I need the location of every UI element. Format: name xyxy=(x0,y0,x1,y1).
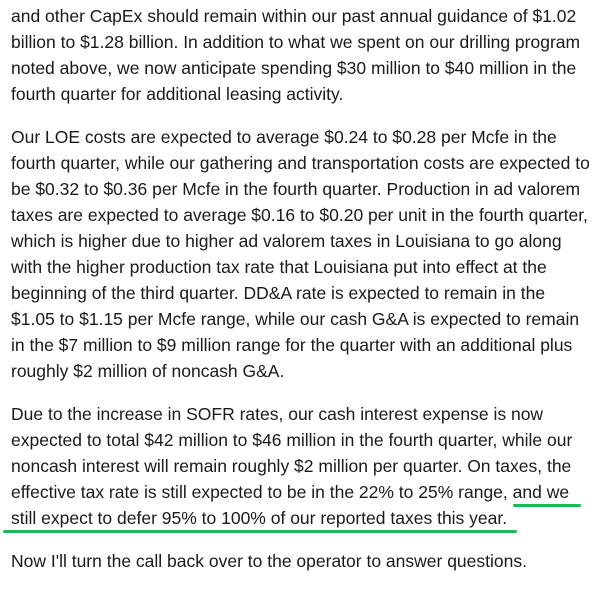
text-line: be $0.32 to $0.36 per Mcfe in the fourth… xyxy=(11,179,581,199)
highlighted-text: still expect to defer 95% to 100% of our… xyxy=(3,505,518,533)
text-line: Due to the increase in SOFR rates, our c… xyxy=(11,404,544,424)
text-line: expected to total $42 million to $46 mil… xyxy=(11,430,573,450)
text-line: Now I'll turn the call back over to the … xyxy=(11,551,527,571)
text-line: roughly $2 million of noncash G&A. xyxy=(11,361,285,381)
paragraph-interest-taxes: Due to the increase in SOFR rates, our c… xyxy=(3,401,611,533)
text-segment: effective tax rate is still expected to … xyxy=(11,482,513,502)
text-line: with the higher production tax rate that… xyxy=(11,257,547,277)
highlighted-text: and we xyxy=(512,479,582,507)
paragraph-closing: Now I'll turn the call back over to the … xyxy=(11,548,611,574)
transcript-document: and other CapEx should remain within our… xyxy=(3,3,611,591)
paragraph-costs: Our LOE costs are expected to average $0… xyxy=(11,124,611,384)
highlighted-segment: and we xyxy=(512,482,570,502)
text-line: fourth quarter, while our gathering and … xyxy=(11,153,590,173)
text-line: in the $7 million to $9 million range fo… xyxy=(11,335,573,355)
text-line: Our LOE costs are expected to average $0… xyxy=(11,127,557,147)
paragraph-capex: and other CapEx should remain within our… xyxy=(11,3,611,107)
text-line: beginning of the third quarter. DD&A rat… xyxy=(11,283,546,303)
text-line: taxes are expected to average $0.16 to $… xyxy=(11,205,588,225)
text-line: which is higher due to higher ad valorem… xyxy=(11,231,562,251)
text-line: noted above, we now anticipate spending … xyxy=(11,58,577,78)
text-line: $1.05 to $1.15 per Mcfe range, while our… xyxy=(11,309,580,329)
text-line: and other CapEx should remain within our… xyxy=(11,6,577,26)
text-line: fourth quarter for additional leasing ac… xyxy=(11,84,344,104)
highlighted-segment: still expect to defer 95% to 100% of our… xyxy=(11,508,508,528)
highlight-underline xyxy=(3,530,518,533)
text-line: billion to $1.28 billion. In addition to… xyxy=(11,32,581,52)
text-line-with-highlight: effective tax rate is still expected to … xyxy=(11,479,611,507)
text-line: noncash interest will remain roughly $2 … xyxy=(11,456,572,476)
text-line-highlighted: still expect to defer 95% to 100% of our… xyxy=(3,505,611,533)
highlight-underline xyxy=(512,504,582,507)
